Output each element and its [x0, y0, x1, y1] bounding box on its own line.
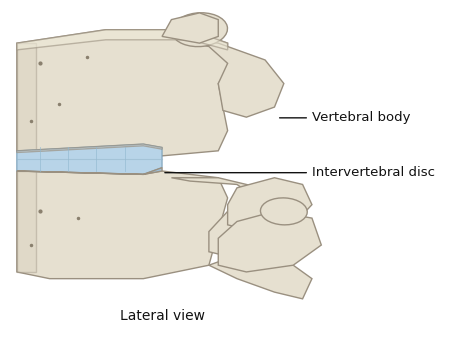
Text: Lateral view: Lateral view: [120, 309, 205, 323]
Polygon shape: [17, 30, 228, 158]
Polygon shape: [218, 211, 321, 272]
Text: Intervertebral disc: Intervertebral disc: [165, 166, 435, 179]
Polygon shape: [228, 178, 312, 232]
Polygon shape: [162, 13, 218, 43]
Polygon shape: [17, 144, 162, 153]
Polygon shape: [172, 36, 284, 117]
Polygon shape: [17, 144, 162, 174]
Polygon shape: [17, 168, 162, 174]
Ellipse shape: [260, 198, 307, 225]
Polygon shape: [172, 178, 293, 259]
Polygon shape: [17, 171, 36, 272]
Polygon shape: [209, 259, 312, 299]
Ellipse shape: [172, 13, 228, 47]
Text: Vertebral body: Vertebral body: [280, 111, 410, 124]
Polygon shape: [17, 30, 228, 50]
Polygon shape: [17, 171, 228, 279]
Polygon shape: [17, 43, 36, 151]
